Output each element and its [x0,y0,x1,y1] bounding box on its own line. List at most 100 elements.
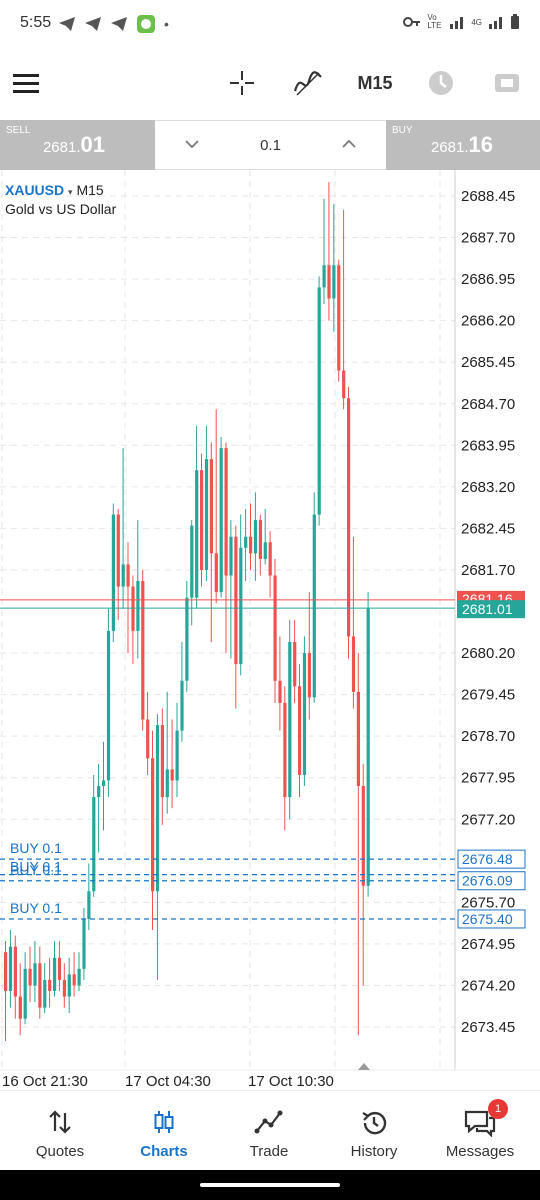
candle-body [8,946,13,991]
app-icon [137,15,155,33]
buy-button[interactable]: BUY 2681.16 [386,120,540,170]
symbol-dropdown-icon[interactable]: ▾ [68,187,73,197]
price-tick-label: 2678.70 [461,728,515,745]
order-label: BUY 0.1 [10,840,62,856]
symbol-name[interactable]: XAUUSD [5,182,65,198]
candle-body [298,686,302,775]
candle-body [106,630,111,781]
candle-body [77,968,81,986]
chevron-up-icon[interactable] [340,135,358,153]
candle-body [317,287,321,515]
candle-body [278,680,282,703]
order-price-box [457,849,526,869]
buy-price-big: 16 [468,132,493,157]
candle-body [146,719,150,759]
candle-body [337,265,341,371]
signal-icon [489,17,502,29]
dot-icon: • [164,16,169,32]
price-tick-label: 2679.45 [461,687,515,704]
lot-size-input[interactable]: 0.1 [260,137,281,154]
candle-body [126,564,130,587]
trade-panel-icon [495,74,519,92]
sell-price: 2681.01 [43,132,105,158]
price-chart[interactable]: 2688.45 2687.70 2686.95 2686.20 2685.45 2684.… [0,170,540,1090]
tab-quotes-label: Quotes [35,1143,85,1160]
price-tick-label: 2684.70 [461,396,515,413]
history-clock-icon [362,1111,387,1135]
price-tick-label: 2685.45 [461,354,515,371]
candle-body [229,536,233,576]
candle-body [366,608,370,886]
candle-body [116,514,120,587]
chart-canvas[interactable]: 2688.45 2687.70 2686.95 2686.20 2685.45 2684.… [0,170,540,1090]
price-tick-label: 2677.20 [461,811,515,828]
home-indicator[interactable] [200,1183,340,1187]
price-tick-label: 2673.45 [461,1019,515,1036]
candle-body [351,636,356,692]
price-tick-label: 2677.95 [461,770,515,787]
indicator-curve-icon [293,71,322,96]
candle-body [209,459,213,554]
chevron-down-icon[interactable] [183,135,201,153]
sell-price-big: 01 [80,132,105,157]
symbol-description: Gold vs US Dollar [5,201,117,217]
trade-line-icon [254,1110,283,1134]
system-navigation-bar [0,1170,540,1200]
status-bar: 5:55 • Vo LTE 4G [0,0,540,50]
candle-body [4,952,8,991]
candle-body [288,641,292,798]
clock-button[interactable] [426,68,456,98]
tab-quotes[interactable]: Quotes [6,1091,114,1171]
tab-charts-label: Charts [140,1143,188,1160]
candle-body [155,725,160,892]
tab-history[interactable]: History [320,1091,428,1171]
candle-body [92,797,96,892]
tab-trade-label: Trade [249,1143,289,1160]
sort-arrows-icon [49,1110,71,1134]
candle-body [322,265,326,288]
one-click-trade-button[interactable] [492,68,522,98]
chart-symbol-header[interactable]: XAUUSD ▾ M15 [5,182,104,198]
tab-charts[interactable]: Charts [110,1091,218,1171]
notification-icons: • [58,14,169,34]
price-tick-label: 2688.45 [461,188,515,205]
candle-body [347,398,351,637]
candle-body [160,725,164,798]
time-tick-label: 17 Oct 04:30 [125,1073,211,1090]
candle-body [258,520,262,559]
sell-button[interactable]: SELL 2681.01 [0,120,155,170]
candle-body [239,547,243,665]
order-price-label: 2676.48 [462,851,513,867]
candle-body [170,769,174,781]
candle-body [131,586,135,631]
indicators-button[interactable] [292,68,324,98]
crosshair-icon [230,71,254,95]
candle-body [87,891,91,919]
candle-body [67,974,71,997]
candle-body [327,265,331,299]
price-tick-label: 2675.70 [461,894,515,911]
candle-body [361,786,365,886]
tab-messages[interactable]: Messages [426,1091,534,1171]
order-price-box [457,909,526,929]
candle-body [253,520,258,554]
candle-body [102,780,106,787]
price-tick-label: 2687.70 [461,230,515,247]
sell-price-main: 2681. [42,139,81,156]
key-icon [403,17,421,27]
crosshair-button[interactable] [228,68,256,98]
tab-trade[interactable]: Trade [215,1091,323,1171]
scroll-marker-icon [358,1063,370,1070]
candle-body [23,968,27,1019]
clock-icon [429,71,453,95]
messages-badge: 1 [488,1099,508,1119]
timeframe-button[interactable]: M15 [357,72,393,93]
candles-icon [154,1111,174,1133]
menu-button[interactable] [12,68,40,98]
candle-body [185,597,189,681]
candle-body [33,963,37,986]
candle-body [28,968,32,986]
price-tick-label: 2681.70 [461,562,515,579]
order-label: BUY 0.1 [10,900,62,916]
candle-body [268,542,272,576]
